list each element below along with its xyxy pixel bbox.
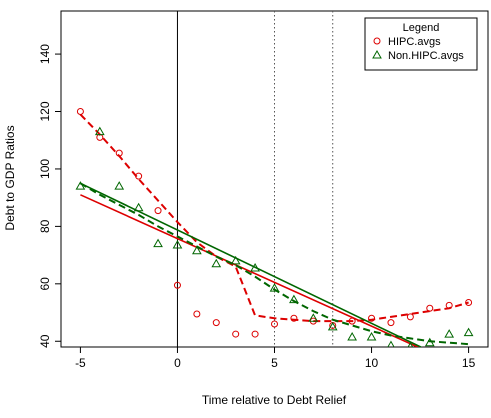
- data-point: [230, 255, 241, 265]
- data-point: [211, 258, 222, 268]
- data-point: [173, 281, 181, 289]
- y-tick-label: 100: [38, 159, 52, 179]
- y-tick-label: 140: [38, 44, 52, 64]
- data-point: [368, 314, 376, 322]
- data-point: [250, 263, 260, 272]
- data-point: [135, 172, 143, 180]
- data-point: [114, 181, 125, 190]
- x-tick-label: 5: [271, 356, 278, 370]
- data-point: [172, 240, 183, 249]
- y-tick-label: 60: [38, 277, 52, 291]
- data-point: [348, 317, 356, 325]
- data-point: [94, 126, 105, 136]
- x-tick-label: 15: [462, 356, 476, 370]
- fit-line-HIPC.avgs: [80, 194, 420, 347]
- x-axis-label: Time relative to Debt Relief: [202, 393, 347, 407]
- data-point: [465, 298, 473, 306]
- data-point: [154, 207, 162, 215]
- data-point: [463, 327, 474, 337]
- data-point: [407, 341, 414, 347]
- data-point: [444, 329, 455, 338]
- data-point: [76, 108, 84, 116]
- legend-marker: [372, 49, 382, 59]
- data-point: [193, 310, 201, 318]
- data-point: [290, 314, 298, 322]
- data-point: [387, 340, 395, 347]
- data-point: [308, 313, 319, 322]
- data-point: [133, 202, 144, 212]
- data-point: [251, 330, 259, 338]
- y-axis-label: Debt to GDP Ratios: [3, 125, 17, 230]
- data-point: [327, 321, 338, 331]
- x-tick-label: 10: [365, 356, 379, 370]
- data-point: [192, 245, 202, 255]
- legend-box: [364, 17, 478, 71]
- legend-label: HIPC.avgs: [388, 36, 441, 48]
- data-point: [387, 319, 395, 327]
- x-tick-label: -5: [75, 356, 86, 370]
- data-point: [269, 283, 280, 292]
- legend-title: Legend: [403, 22, 440, 34]
- data-point: [366, 331, 377, 341]
- data-point: [212, 319, 220, 327]
- smooth-line-Non.HIPC.avgs: [79, 182, 469, 346]
- x-tick-label: 0: [174, 356, 181, 370]
- data-point: [445, 301, 453, 309]
- smooth-line-HIPC.avgs: [79, 113, 469, 323]
- data-point: [115, 149, 123, 157]
- y-tick-label: 120: [38, 101, 52, 121]
- data-point: [232, 330, 240, 338]
- y-tick-label: 40: [38, 334, 52, 348]
- data-point: [289, 294, 299, 304]
- y-tick-label: 80: [38, 219, 52, 233]
- data-point: [426, 304, 434, 312]
- legend-marker: [373, 37, 381, 45]
- fit-line-Non.HIPC.avgs: [80, 182, 423, 347]
- data-point: [75, 181, 86, 190]
- legend-label: Non.HIPC.avgs: [388, 50, 464, 62]
- data-point: [153, 238, 163, 248]
- data-point: [271, 320, 278, 328]
- data-point: [424, 337, 435, 347]
- data-point: [406, 313, 414, 321]
- data-point: [347, 331, 357, 341]
